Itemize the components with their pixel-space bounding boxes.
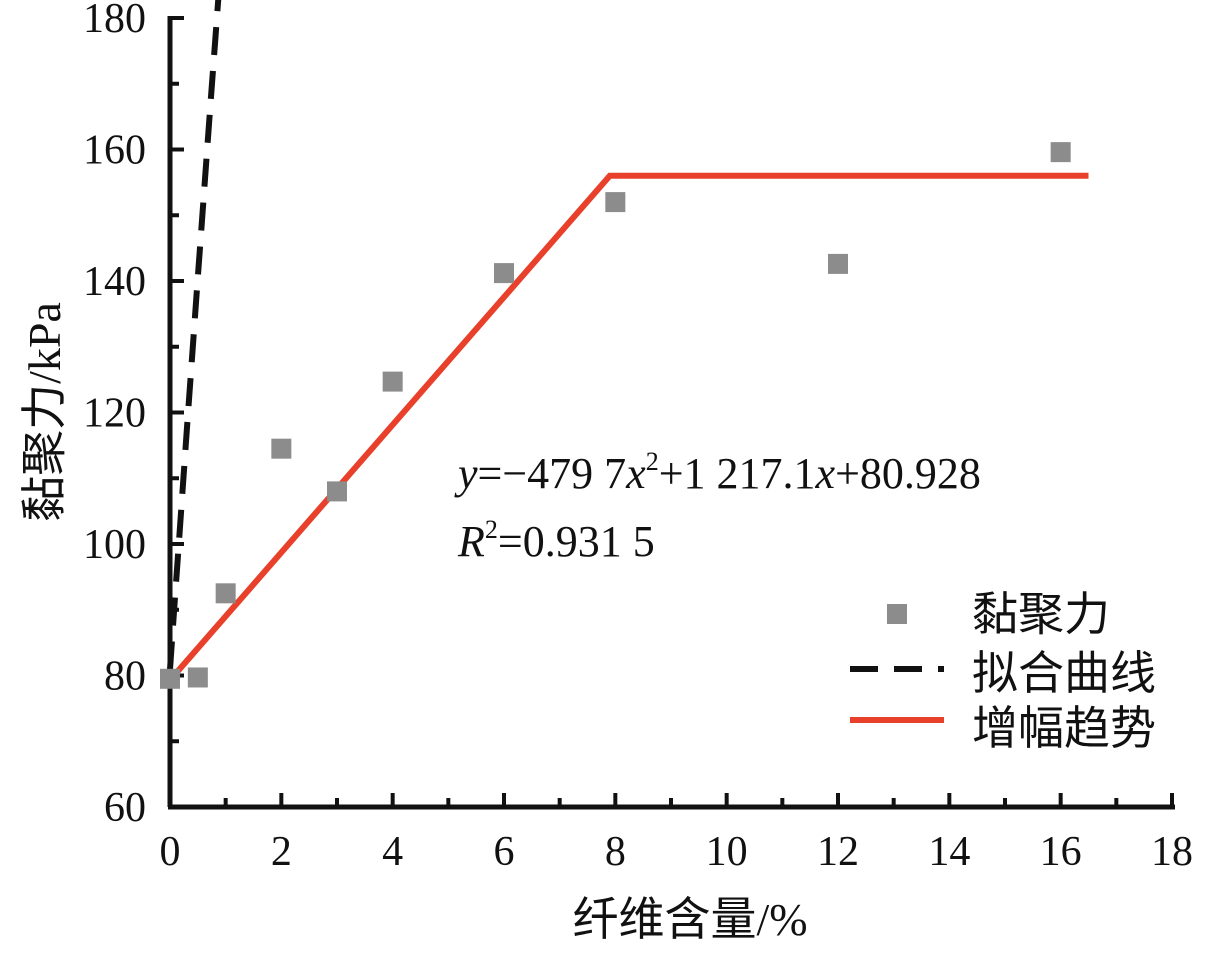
fit-equation: y=−479 7x2+1 217.1x+80.928 xyxy=(454,447,981,498)
equation-part-3: +80.928 xyxy=(835,449,981,498)
x-tick-label: 0 xyxy=(160,829,181,875)
equation-part-1: =−479 7 xyxy=(478,449,627,498)
x-tick-label: 6 xyxy=(494,829,515,875)
x-tick-label: 10 xyxy=(706,829,748,875)
data-point xyxy=(605,192,626,213)
legend-label-trend: 增幅趋势 xyxy=(972,703,1156,754)
series-line-fit-curve xyxy=(167,0,222,670)
y-tick-label: 160 xyxy=(83,128,146,174)
r-squared-r: R xyxy=(457,517,485,566)
x-tick-label: 8 xyxy=(605,829,626,875)
data-point xyxy=(187,667,208,688)
legend: 黏聚力 拟合曲线 增幅趋势 xyxy=(850,589,1156,754)
equation-y: y xyxy=(454,449,478,498)
series-line-trend xyxy=(167,172,1089,683)
x-tick-label: 16 xyxy=(1040,829,1082,875)
data-point xyxy=(271,438,292,459)
y-tick-label: 60 xyxy=(104,785,146,831)
x-tick-label: 18 xyxy=(1151,829,1193,875)
r-squared-superscript: 2 xyxy=(485,515,498,544)
y-tick-label: 180 xyxy=(83,0,146,42)
y-tick-label: 100 xyxy=(83,522,146,568)
data-point xyxy=(215,583,236,604)
x-tick-label: 12 xyxy=(817,829,859,875)
x-tick-label: 14 xyxy=(928,829,970,875)
y-axis-label: 黏聚力/kPa xyxy=(19,302,70,522)
r-squared: R2=0.931 5 xyxy=(457,515,655,566)
data-point xyxy=(1050,142,1071,163)
y-tick-label: 140 xyxy=(83,259,146,305)
equation-x-2: x xyxy=(815,449,836,498)
legend-label-scatter: 黏聚力 xyxy=(972,589,1110,640)
data-point xyxy=(828,253,848,274)
data-point xyxy=(382,371,403,392)
legend-label-fit: 拟合曲线 xyxy=(972,648,1156,699)
x-tick-labels: 0 2 4 6 8 10 12 14 16 18 xyxy=(160,829,1194,875)
equation-part-2: +1 217.1 xyxy=(659,449,816,498)
x-tick-label: 2 xyxy=(271,829,292,875)
r-squared-value: =0.931 5 xyxy=(498,517,655,566)
data-point xyxy=(327,481,347,502)
y-tick-labels: 60 80 100 120 140 160 180 xyxy=(83,0,146,831)
equation-superscript: 2 xyxy=(646,447,659,476)
legend-marker-scatter xyxy=(887,604,907,624)
y-tick-label: 120 xyxy=(83,391,146,437)
x-axis-label: 纤维含量/% xyxy=(572,894,807,945)
equation-x-1: x xyxy=(625,449,646,498)
plot-area xyxy=(160,0,1089,689)
data-point xyxy=(160,668,180,689)
y-tick-label: 80 xyxy=(104,654,146,700)
data-point xyxy=(494,263,514,284)
x-tick-label: 4 xyxy=(382,829,403,875)
